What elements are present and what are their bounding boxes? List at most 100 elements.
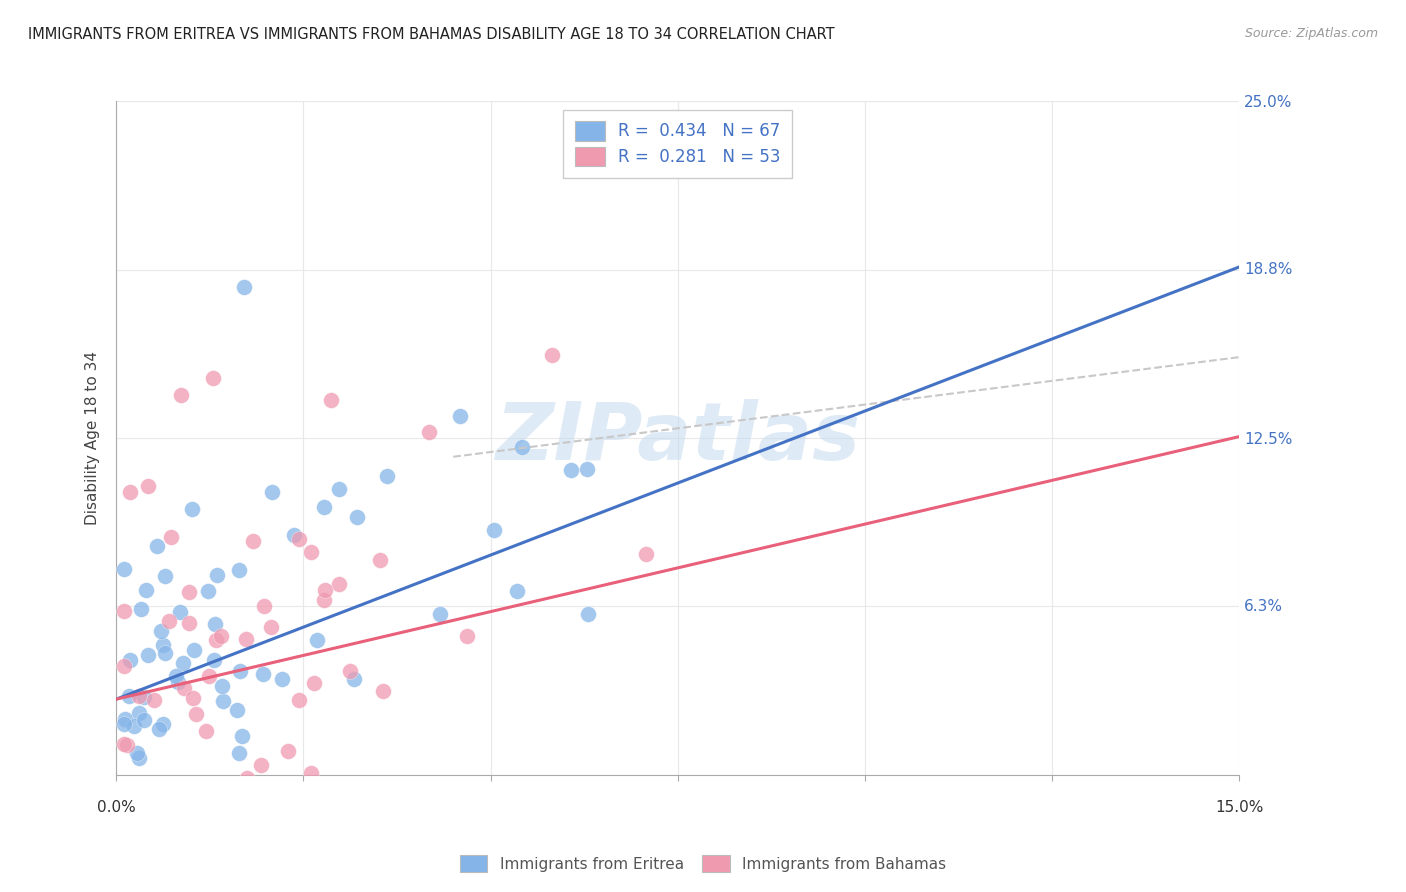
Point [118,864,141,879]
Point [128,706,150,720]
Point [128,690,150,704]
Point [575,462,598,476]
Point [120,653,142,667]
Point [319,393,342,408]
Point [125,746,148,760]
Point [259,620,281,634]
Point [204,633,226,648]
Point [288,693,311,707]
Point [314,592,336,607]
Point [184,707,207,722]
Point [209,629,232,643]
Point [232,280,254,294]
Point [288,532,311,546]
Point [114,712,136,726]
Point [198,669,221,683]
Point [167,805,190,819]
Point [131,602,153,616]
Point [456,629,478,643]
Point [346,509,368,524]
Point [112,851,135,865]
Point [183,643,205,657]
Point [418,425,440,439]
Point [169,605,191,619]
Point [148,723,170,737]
Point [211,680,233,694]
Point [173,681,195,695]
Point [195,724,218,739]
Point [299,765,322,780]
Point [112,658,135,673]
Point [235,632,257,647]
Point [228,747,250,761]
Point [328,576,350,591]
Point [157,614,180,628]
Point [506,583,529,598]
Point [157,779,180,793]
Point [205,567,228,582]
Point [145,540,167,554]
Point [122,719,145,733]
Point [112,805,135,819]
Point [283,527,305,541]
Point [328,482,350,496]
Point [212,694,235,708]
Point [250,757,273,772]
Point [153,568,176,582]
Point [252,667,274,681]
Point [112,850,135,864]
Point [484,524,506,538]
Point [155,646,177,660]
Point [165,669,187,683]
Point [132,793,155,807]
Point [271,673,294,687]
Point [197,584,219,599]
Point [160,530,183,544]
Point [152,638,174,652]
Point [136,478,159,492]
Point [181,690,204,705]
Point [170,388,193,402]
Point [191,851,214,865]
Point [179,822,201,836]
Point [231,729,253,743]
Point [186,824,208,838]
Point [228,564,250,578]
Point [120,484,142,499]
Point [132,713,155,727]
Point [112,562,135,576]
Point [135,861,157,875]
Point [112,737,135,751]
Point [179,585,201,599]
Point [201,370,224,384]
Point [636,548,658,562]
Point [510,441,533,455]
Point [112,808,135,822]
Point [117,738,139,752]
Text: Source: ZipAtlas.com: Source: ZipAtlas.com [1244,27,1378,40]
Point [181,501,204,516]
Point [368,553,391,567]
Point [307,632,329,647]
Text: IMMIGRANTS FROM ERITREA VS IMMIGRANTS FROM BAHAMAS DISABILITY AGE 18 TO 34 CORRE: IMMIGRANTS FROM ERITREA VS IMMIGRANTS FR… [28,27,835,42]
Point [125,783,148,797]
Point [371,683,394,698]
Point [409,793,432,807]
Point [138,648,160,662]
Point [235,772,257,786]
Point [339,665,361,679]
Legend: Immigrants from Eritrea, Immigrants from Bahamas: Immigrants from Eritrea, Immigrants from… [453,847,953,880]
Point [449,409,471,423]
Point [135,583,157,598]
Point [143,693,166,707]
Point [187,814,209,828]
Point [253,599,276,613]
Text: 15.0%: 15.0% [1215,799,1264,814]
Point [429,607,451,622]
Point [578,607,600,622]
Point [166,675,188,690]
Point [299,545,322,559]
Point [277,744,299,758]
Point [122,825,145,839]
Point [560,463,582,477]
